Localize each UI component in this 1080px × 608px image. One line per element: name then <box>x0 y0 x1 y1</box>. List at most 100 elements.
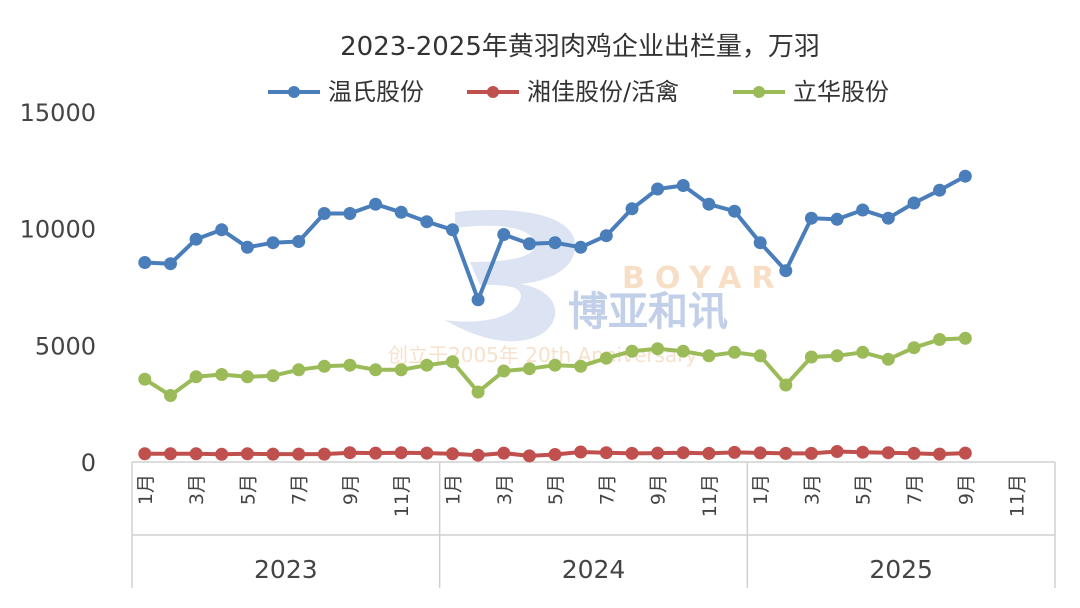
data-point <box>497 446 511 460</box>
data-point <box>548 448 562 461</box>
data-point <box>676 179 690 192</box>
data-point <box>215 223 229 237</box>
legend-marker <box>288 86 300 98</box>
data-point <box>292 447 306 461</box>
data-point <box>574 240 588 254</box>
data-point <box>189 447 203 461</box>
data-point <box>292 363 306 377</box>
data-point <box>856 445 870 459</box>
data-point <box>625 344 639 358</box>
data-point <box>830 349 844 363</box>
data-point <box>651 182 665 196</box>
data-point <box>446 447 459 461</box>
data-point <box>522 449 536 463</box>
data-point <box>343 207 357 220</box>
data-point <box>779 446 793 460</box>
data-point <box>856 203 870 217</box>
data-point <box>369 363 383 377</box>
data-point <box>830 445 844 458</box>
data-point <box>317 447 331 461</box>
data-point <box>676 344 690 358</box>
data-point <box>728 445 741 459</box>
data-point <box>522 237 536 251</box>
legend-label: 温氏股份 <box>328 78 424 106</box>
legend-label: 湘佳股份/活禽 <box>527 78 679 106</box>
data-point <box>189 370 203 384</box>
data-point <box>728 345 741 359</box>
data-point <box>753 236 767 250</box>
data-point <box>138 372 152 386</box>
x-tick-label: 1月 <box>442 474 464 505</box>
data-point <box>369 446 383 460</box>
data-point <box>266 447 280 461</box>
x-tick-label: 11月 <box>699 474 721 517</box>
data-point <box>471 385 485 399</box>
legend-label: 立华股份 <box>793 78 889 106</box>
data-point <box>497 364 511 378</box>
data-point <box>420 215 434 229</box>
data-point <box>574 445 588 459</box>
data-point <box>907 196 921 210</box>
data-point <box>599 351 613 365</box>
data-point <box>394 205 408 219</box>
x-tick-label: 3月 <box>186 474 208 505</box>
series-group <box>138 169 972 463</box>
data-point <box>856 345 870 359</box>
x-tick-label: 5月 <box>237 474 259 505</box>
watermark-latin: BOYAR <box>622 261 784 296</box>
x-axis: 1月 3月 5月 7月 9月 11月 2023 1月 3月 5月 7月 9月 11月 2024 1月 3月 5月… <box>131 461 1056 588</box>
data-point <box>266 369 280 383</box>
data-point <box>471 448 485 462</box>
x-tick-label: 11月 <box>391 474 413 517</box>
data-point <box>702 446 716 460</box>
x-tick-label: 7月 <box>289 474 311 505</box>
y-tick-label: 5000 <box>35 332 96 360</box>
data-point <box>907 341 921 355</box>
chart-title: 2023-2025年黄羽肉鸡企业出栏量，万羽 <box>340 32 820 62</box>
data-point <box>779 264 793 278</box>
data-point <box>599 229 613 243</box>
data-point <box>933 447 947 461</box>
data-point <box>907 446 921 460</box>
data-point <box>497 228 511 241</box>
data-point <box>215 447 229 461</box>
data-point <box>625 446 639 460</box>
data-point <box>702 197 716 211</box>
data-point <box>266 236 280 250</box>
legend-marker <box>753 86 765 98</box>
data-point <box>420 358 434 372</box>
data-point <box>446 355 459 369</box>
data-point <box>189 232 203 246</box>
x-tick-label: 3月 <box>494 474 516 505</box>
x-tick-label: 1月 <box>750 474 772 505</box>
year-label: 2023 <box>254 555 318 584</box>
legend: 温氏股份 湘佳股份/活禽 立华股份 <box>268 78 889 106</box>
data-point <box>651 342 665 356</box>
data-point <box>702 349 716 363</box>
x-tick-label: 7月 <box>596 474 618 505</box>
data-point <box>240 370 254 384</box>
y-tick-label: 10000 <box>20 216 96 244</box>
x-tick-label: 5月 <box>545 474 567 505</box>
data-point <box>599 446 613 460</box>
x-tick-label: 7月 <box>904 474 926 505</box>
data-point <box>394 363 408 377</box>
data-point <box>164 257 177 271</box>
data-point <box>471 293 485 307</box>
year-label: 2024 <box>562 555 626 584</box>
data-point <box>522 362 536 376</box>
data-point <box>240 240 254 254</box>
x-tick-label: 11月 <box>1007 474 1029 517</box>
data-point <box>753 446 767 460</box>
data-point <box>958 446 972 460</box>
x-tick-label: 9月 <box>340 474 362 505</box>
data-point <box>343 358 357 372</box>
data-point <box>804 446 818 460</box>
y-tick-label: 0 <box>81 449 96 477</box>
data-point <box>753 349 767 363</box>
data-point <box>164 389 177 402</box>
data-point <box>804 211 818 225</box>
x-tick-label: 9月 <box>648 474 670 505</box>
x-tick-label: 3月 <box>801 474 823 505</box>
watermark-brand: 博亚和讯 <box>568 289 728 335</box>
